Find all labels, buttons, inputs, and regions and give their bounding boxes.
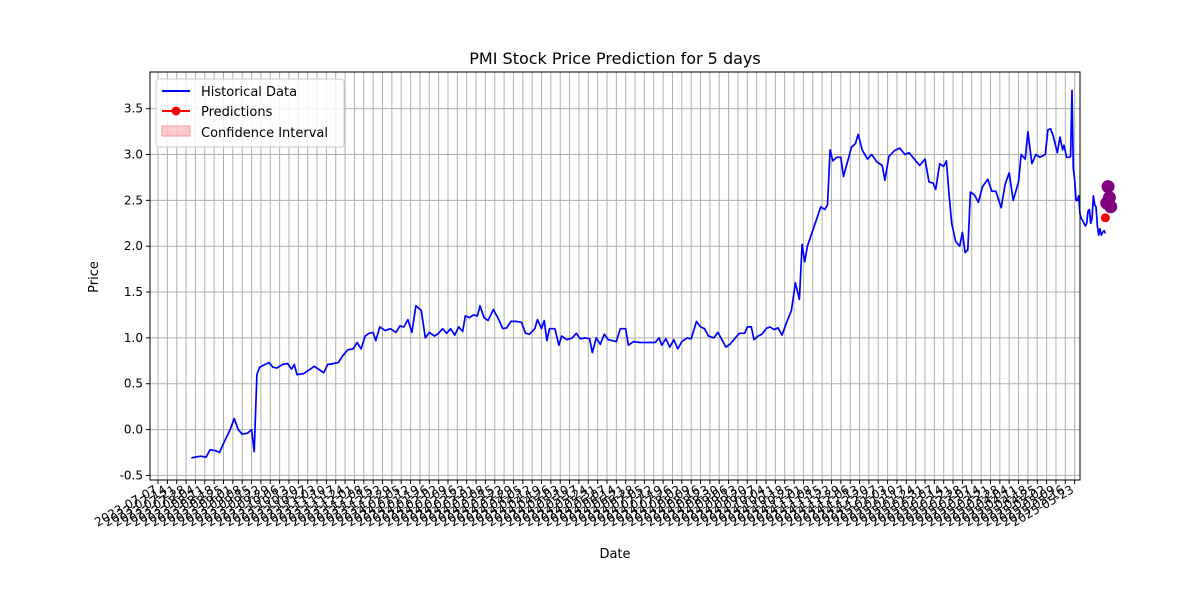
legend-label-predictions: Predictions bbox=[201, 105, 273, 120]
y-tick-label: 2.5 bbox=[124, 193, 143, 207]
legend: Historical Data Predictions Confidence I… bbox=[155, 78, 345, 148]
prediction-point bbox=[1100, 213, 1110, 223]
y-axis-label: Price bbox=[87, 261, 102, 293]
x-axis-label: Date bbox=[599, 547, 630, 562]
legend-box bbox=[155, 78, 345, 148]
historical-data-line bbox=[191, 89, 1107, 459]
prediction-point bbox=[1101, 180, 1115, 194]
chart-title: PMI Stock Price Prediction for 5 days bbox=[469, 49, 760, 68]
y-axis: -0.5 0.0 0.5 1.0 1.5 2.0 2.5 3.0 3.5 bbox=[120, 102, 150, 482]
y-tick-label: 2.0 bbox=[124, 239, 143, 253]
y-tick-label: 0.5 bbox=[124, 377, 143, 391]
legend-label-confidence: Confidence Interval bbox=[201, 126, 328, 141]
x-axis: 2023-07-072023-07-142023-07-212023-07-28… bbox=[92, 480, 1076, 529]
y-tick-label: 3.0 bbox=[124, 148, 143, 162]
y-tick-label: 3.5 bbox=[124, 102, 143, 116]
y-tick-label: 1.5 bbox=[124, 285, 143, 299]
legend-confidence-swatch bbox=[161, 125, 191, 137]
prediction-point bbox=[1104, 200, 1118, 214]
y-tick-label: 0.0 bbox=[124, 423, 143, 437]
y-tick-label: 1.0 bbox=[124, 331, 143, 345]
legend-label-historical: Historical Data bbox=[201, 85, 297, 100]
series-layer bbox=[191, 89, 1118, 459]
legend-predictions-marker bbox=[171, 106, 181, 116]
plot-frame bbox=[149, 71, 1081, 481]
y-tick-label: -0.5 bbox=[120, 468, 143, 482]
